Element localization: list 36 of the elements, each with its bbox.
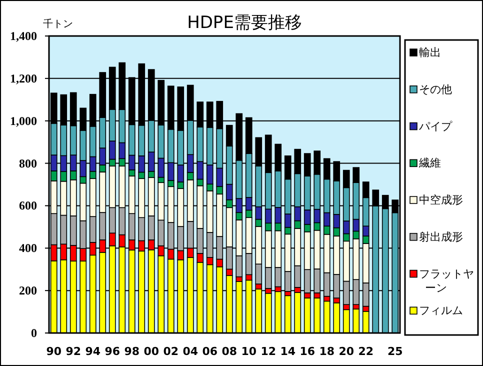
x-tick-label: 20 — [338, 345, 354, 358]
legend-label: フラットヤーン — [419, 267, 474, 294]
x-tick-label: 02 — [163, 345, 179, 358]
y-tick-label: 800 — [19, 156, 37, 170]
y-tick-label: 600 — [19, 198, 37, 213]
x-tick-label: 98 — [124, 345, 140, 358]
legend-label: 繊維 — [418, 156, 441, 170]
y-axis-title: 千トン — [43, 18, 73, 30]
legend-label: フィルム — [419, 304, 463, 318]
x-tick-label: 16 — [300, 345, 316, 358]
x-tick-label: 92 — [66, 345, 82, 358]
x-tick-label: 00 — [144, 345, 160, 358]
x-tick-label: 08 — [222, 345, 238, 358]
y-tick-label: 0 — [31, 326, 37, 340]
legend-label: 射出成形 — [419, 230, 463, 244]
chart-title: HDPE需要推移 — [187, 13, 302, 33]
x-tick-label: 10 — [241, 345, 257, 358]
x-tick-label: 96 — [104, 345, 120, 358]
x-tick-label: 94 — [85, 345, 101, 358]
x-tick-label: 18 — [319, 345, 335, 358]
y-tick-label: 1,200 — [10, 71, 37, 86]
y-tick-label: 1,000 — [10, 114, 37, 128]
legend-label: 中空成形 — [419, 194, 463, 206]
legend-label: パイプ — [418, 120, 453, 133]
y-tick-label: 1,400 — [10, 29, 37, 43]
x-tick-label: 14 — [280, 345, 296, 358]
legend-label: その他 — [419, 82, 452, 96]
legend-label: 輸出 — [419, 46, 441, 59]
y-tick-label: 200 — [19, 284, 37, 298]
x-tick-label: 25 — [387, 345, 403, 358]
y-tick-label: 400 — [19, 241, 37, 256]
x-tick-label: 12 — [260, 345, 276, 358]
x-tick-label: 22 — [358, 345, 374, 358]
x-tick-label: 06 — [202, 345, 218, 358]
x-tick-label: 04 — [182, 345, 198, 358]
x-tick-label: 90 — [46, 345, 62, 358]
